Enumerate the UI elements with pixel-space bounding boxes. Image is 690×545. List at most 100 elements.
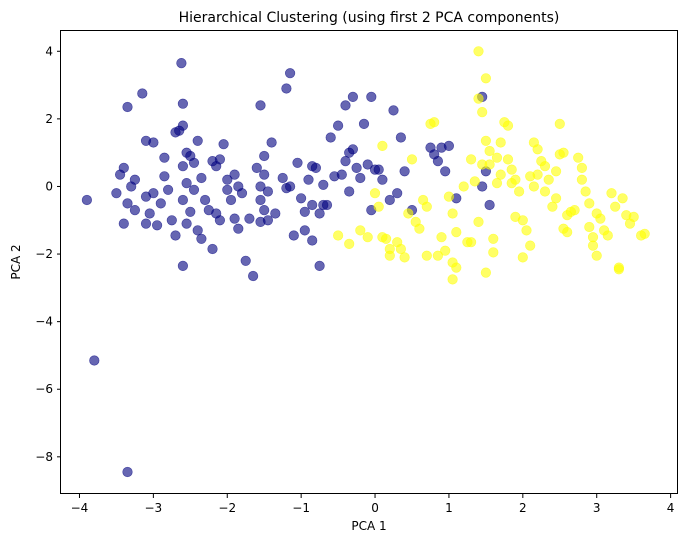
scatter-point-series-1-42: [480, 73, 492, 84]
scatter-point-series-0-89: [288, 230, 299, 241]
scatter-point-series-1-37: [473, 216, 484, 227]
scatter-point-series-0-67: [255, 181, 266, 192]
scatter-point-series-0-59: [236, 188, 248, 199]
x-tick-label: 3: [593, 501, 601, 515]
scatter-point-series-0-110: [362, 159, 373, 170]
scatter-point-series-0-38: [185, 206, 196, 217]
scatter-point-series-1-107: [539, 186, 551, 197]
scatter-point-series-0-80: [281, 83, 292, 94]
scatter-point-series-1-57: [513, 186, 525, 197]
scatter-point-series-0-76: [270, 208, 281, 219]
scatter-point-series-1-13: [399, 252, 410, 263]
scatter-point-series-1-3: [362, 232, 373, 243]
x-tick-label: 1: [445, 501, 453, 515]
scatter-point-series-0-90: [299, 225, 310, 236]
scatter-point-series-1-82: [576, 162, 588, 173]
y-tick-label: −4: [35, 315, 53, 329]
scatter-point-series-1-22: [429, 117, 440, 128]
scatter-point-series-1-104: [491, 152, 503, 163]
scatter-point-series-0-104: [340, 100, 351, 111]
scatter-point-series-0-24: [166, 215, 177, 226]
scatter-point-series-0-2: [122, 466, 133, 478]
scatter-point-series-1-14: [403, 208, 414, 219]
scatter-point-series-0-48: [214, 215, 225, 226]
scatter-point-series-0-69: [255, 194, 266, 206]
scatter-point-series-0-57: [229, 169, 240, 180]
scatter-point-series-0-127: [443, 140, 455, 151]
scatter-point-series-0-22: [159, 171, 170, 182]
y-tick-label: −8: [35, 450, 53, 464]
scatter-point-series-0-66: [259, 169, 270, 180]
scatter-point-series-0-14: [129, 205, 140, 216]
scatter-point-series-1-106: [532, 169, 543, 180]
scatter-point-series-1-17: [414, 223, 425, 234]
scatter-point-series-1-31: [451, 262, 462, 273]
scatter-point-series-1-61: [517, 252, 528, 263]
scatter-point-series-0-95: [314, 260, 325, 272]
scatter-point-series-1-70: [547, 201, 558, 212]
scatter-point-series-0-28: [177, 120, 188, 131]
scatter-point-series-1-4: [369, 188, 381, 199]
scatter-point-series-1-12: [395, 243, 407, 255]
plot-frame: [60, 30, 678, 494]
scatter-point-series-1-34: [466, 237, 477, 248]
scatter-point-series-0-43: [192, 135, 203, 146]
scatter-point-series-0-96: [318, 179, 329, 190]
scatter-point-series-1-56: [510, 174, 521, 185]
scatter-point-series-0-94: [321, 199, 333, 211]
scatter-point-series-0-7: [159, 152, 170, 163]
scatter-point-series-1-69: [543, 174, 554, 185]
scatter-point-series-1-105: [506, 164, 517, 175]
scatter-point-series-1-54: [502, 154, 514, 165]
x-tick-label: 2: [519, 501, 527, 515]
scatter-point-series-1-20: [421, 250, 432, 261]
scatter-point-series-0-30: [176, 57, 187, 69]
ticks-layer: −4 −3 −2 −1 0 1 2 3 4 −8 −6 −4 −2 0 2 4: [35, 44, 674, 515]
scatter-point-series-1-40: [473, 46, 484, 57]
scatter-point-series-0-54: [222, 174, 233, 185]
scatter-point-series-1-47: [480, 267, 492, 278]
y-tick-label: −6: [35, 382, 53, 396]
scatter-point-series-1-45: [484, 159, 495, 170]
scatter-point-series-0-100: [340, 156, 351, 167]
scatter-point-series-0-53: [218, 139, 229, 150]
scatter-point-series-1-25: [440, 245, 451, 256]
x-tick-label: −1: [292, 501, 310, 515]
scatter-point-series-1-59: [517, 215, 528, 226]
scatter-point-series-0-98: [325, 132, 336, 143]
chart-title: Hierarchical Clustering (using first 2 P…: [179, 10, 560, 26]
scatter-point-series-0-99: [333, 120, 344, 131]
scatter-point-series-0-87: [310, 162, 322, 173]
scatter-point-series-0-20: [140, 218, 152, 229]
scatter-point-series-1-19: [421, 201, 432, 212]
y-tick-label: 4: [45, 44, 53, 58]
scatter-point-series-0-91: [307, 235, 318, 246]
scatter-point-series-0-25: [170, 230, 181, 241]
scatter-point-series-1-27: [447, 208, 458, 219]
scatter-point-series-0-62: [244, 213, 255, 224]
scatter-point-series-0-107: [347, 91, 359, 102]
scatter-point-series-1-85: [584, 198, 595, 209]
scatter-point-series-0-113: [373, 164, 384, 175]
scatter-point-series-0-56: [225, 194, 237, 206]
scatter-point-series-0-85: [303, 174, 314, 185]
scatter-point-series-0-11: [129, 174, 140, 185]
scatter-point-series-0-45: [200, 194, 211, 206]
scatter-point-series-1-44: [484, 145, 495, 157]
scatter-point-series-1-41: [477, 106, 488, 118]
scatter-point-series-1-10: [384, 250, 395, 261]
scatter-point-series-0-73: [259, 150, 270, 162]
scatter-point-series-1-84: [580, 186, 591, 197]
scatter-point-series-1-64: [528, 181, 540, 192]
x-tick-label: −3: [145, 501, 163, 515]
scatter-point-series-0-12: [111, 188, 122, 199]
scatter-point-series-1-86: [584, 221, 595, 233]
scatter-point-series-0-120: [392, 188, 403, 199]
y-tick-label: −2: [35, 247, 53, 261]
scatter-point-series-0-105: [347, 144, 359, 155]
scatter-point-series-1-72: [550, 166, 562, 177]
y-tick-label: 2: [45, 112, 53, 126]
scatter-point-series-0-61: [233, 223, 244, 234]
scatter-point-series-1-2: [355, 225, 366, 236]
scatter-point-series-0-0: [81, 194, 92, 206]
